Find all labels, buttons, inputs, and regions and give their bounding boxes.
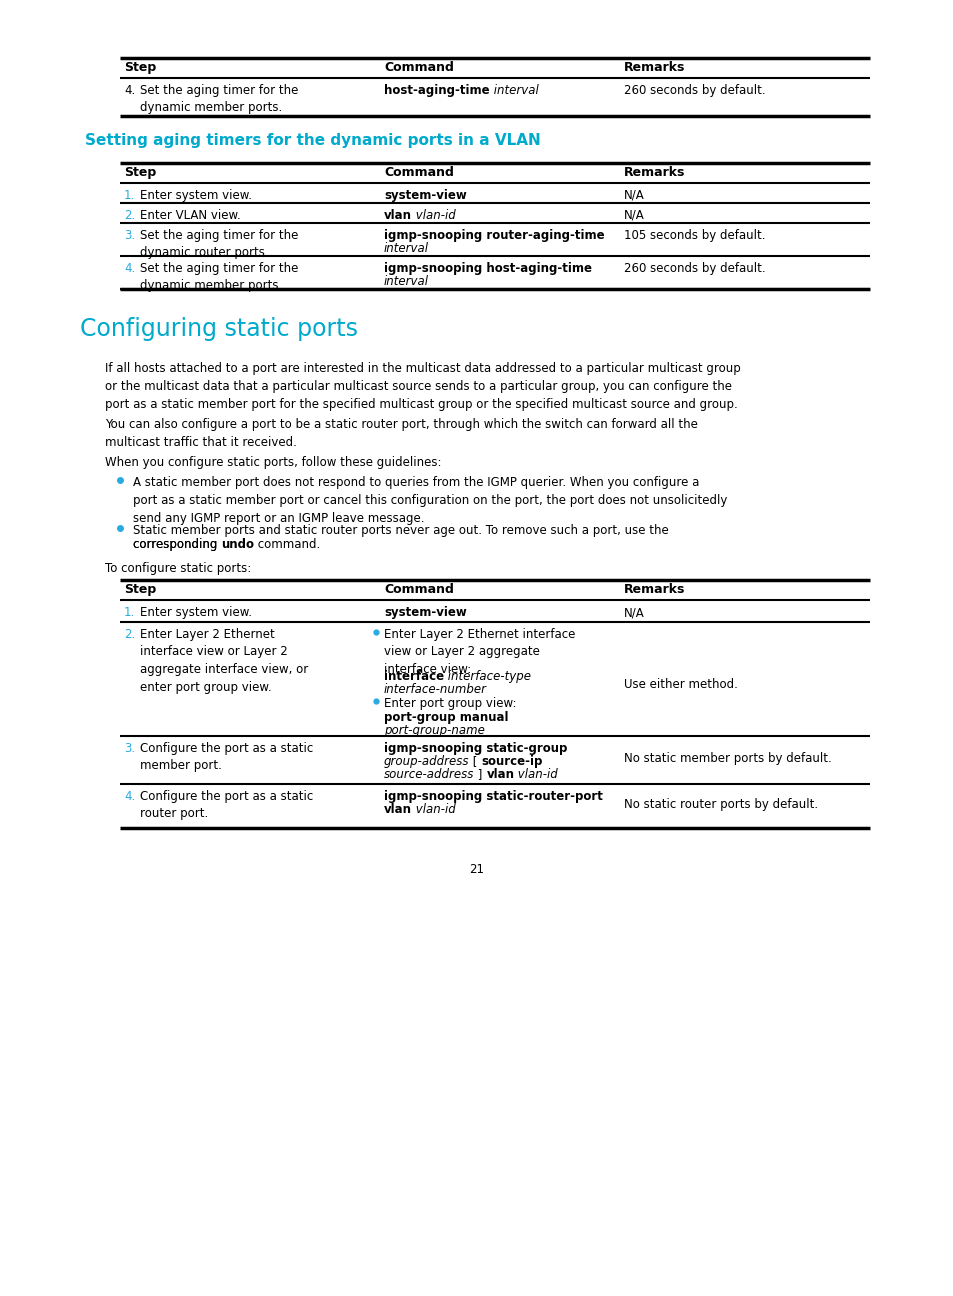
Text: No static member ports by default.: No static member ports by default.	[623, 752, 831, 765]
Text: 2.: 2.	[124, 209, 135, 222]
Text: undo: undo	[221, 538, 253, 551]
Text: 1.: 1.	[124, 607, 135, 619]
Text: host-aging-time: host-aging-time	[384, 84, 489, 97]
Text: corresponding: corresponding	[132, 538, 221, 551]
Text: Static member ports and static router ports never age out. To remove such a port: Static member ports and static router po…	[132, 524, 668, 537]
Text: vlan: vlan	[384, 804, 412, 816]
Text: Remarks: Remarks	[623, 583, 684, 596]
Text: Set the aging timer for the
dynamic member ports.: Set the aging timer for the dynamic memb…	[140, 262, 298, 292]
Text: Enter system view.: Enter system view.	[140, 189, 252, 202]
Text: Configure the port as a static
router port.: Configure the port as a static router po…	[140, 791, 313, 820]
Text: Enter VLAN view.: Enter VLAN view.	[140, 209, 240, 222]
Text: Configuring static ports: Configuring static ports	[80, 318, 357, 341]
Text: 260 seconds by default.: 260 seconds by default.	[623, 262, 765, 275]
Text: interval: interval	[489, 84, 537, 97]
Text: Use either method.: Use either method.	[623, 678, 737, 691]
Text: If all hosts attached to a port are interested in the multicast data addressed t: If all hosts attached to a port are inte…	[105, 362, 740, 411]
Text: 21: 21	[469, 863, 484, 876]
Text: Step: Step	[124, 166, 156, 179]
Text: interval: interval	[384, 275, 429, 288]
Text: igmp-snooping static-router-port: igmp-snooping static-router-port	[384, 791, 602, 804]
Text: N/A: N/A	[623, 607, 644, 619]
Text: system-view: system-view	[384, 607, 466, 619]
Text: 4.: 4.	[124, 84, 135, 97]
Text: source-ip: source-ip	[481, 756, 542, 769]
Text: Enter port group view:: Enter port group view:	[384, 697, 516, 710]
Text: N/A: N/A	[623, 189, 644, 202]
Text: Command: Command	[384, 166, 454, 179]
Text: interface: interface	[384, 670, 444, 683]
Text: interface-number: interface-number	[384, 683, 486, 696]
Text: Step: Step	[124, 583, 156, 596]
Text: 2.: 2.	[124, 629, 135, 642]
Text: A static member port does not respond to queries from the IGMP querier. When you: A static member port does not respond to…	[132, 476, 726, 525]
Text: You can also configure a port to be a static router port, through which the swit: You can also configure a port to be a st…	[105, 419, 698, 448]
Text: Step: Step	[124, 61, 156, 74]
Text: 260 seconds by default.: 260 seconds by default.	[623, 84, 765, 97]
Text: Configure the port as a static
member port.: Configure the port as a static member po…	[140, 743, 313, 772]
Text: Enter Layer 2 Ethernet
interface view or Layer 2
aggregate interface view, or
en: Enter Layer 2 Ethernet interface view or…	[140, 629, 308, 693]
Text: No static router ports by default.: No static router ports by default.	[623, 798, 818, 811]
Text: [: [	[469, 756, 481, 769]
Text: Command: Command	[384, 61, 454, 74]
Text: system-view: system-view	[384, 189, 466, 202]
Text: interval: interval	[384, 242, 429, 255]
Text: Set the aging timer for the
dynamic router ports.: Set the aging timer for the dynamic rout…	[140, 229, 298, 259]
Text: 3.: 3.	[124, 229, 135, 242]
Text: 3.: 3.	[124, 743, 135, 756]
Text: corresponding: corresponding	[132, 538, 221, 551]
Text: vlan-id: vlan-id	[412, 804, 456, 816]
Text: To configure static ports:: To configure static ports:	[105, 562, 251, 575]
Text: vlan: vlan	[384, 209, 412, 222]
Text: vlan-id: vlan-id	[412, 209, 456, 222]
Text: vlan-id: vlan-id	[514, 769, 558, 781]
Text: Set the aging timer for the
dynamic member ports.: Set the aging timer for the dynamic memb…	[140, 84, 298, 114]
Text: igmp-snooping router-aging-time: igmp-snooping router-aging-time	[384, 229, 604, 242]
Text: 1.: 1.	[124, 189, 135, 202]
Text: Command: Command	[384, 583, 454, 596]
Text: N/A: N/A	[623, 209, 644, 222]
Text: igmp-snooping static-group: igmp-snooping static-group	[384, 743, 567, 756]
Text: port-group manual: port-group manual	[384, 712, 508, 724]
Text: Enter Layer 2 Ethernet interface
view or Layer 2 aggregate
interface view:: Enter Layer 2 Ethernet interface view or…	[384, 629, 575, 677]
Text: 4.: 4.	[124, 791, 135, 804]
Text: ]: ]	[474, 769, 486, 781]
Text: source-address: source-address	[384, 769, 474, 781]
Text: When you configure static ports, follow these guidelines:: When you configure static ports, follow …	[105, 456, 441, 469]
Text: Remarks: Remarks	[623, 166, 684, 179]
Text: Enter system view.: Enter system view.	[140, 607, 252, 619]
Text: vlan: vlan	[486, 769, 514, 781]
Text: Setting aging timers for the dynamic ports in a VLAN: Setting aging timers for the dynamic por…	[85, 133, 540, 148]
Text: igmp-snooping host-aging-time: igmp-snooping host-aging-time	[384, 262, 592, 275]
Text: command.: command.	[253, 538, 320, 551]
Text: port-group-name: port-group-name	[384, 724, 484, 737]
Text: group-address: group-address	[384, 756, 469, 769]
Text: 105 seconds by default.: 105 seconds by default.	[623, 229, 764, 242]
Text: 4.: 4.	[124, 262, 135, 275]
Text: Remarks: Remarks	[623, 61, 684, 74]
Text: interface-type: interface-type	[444, 670, 531, 683]
